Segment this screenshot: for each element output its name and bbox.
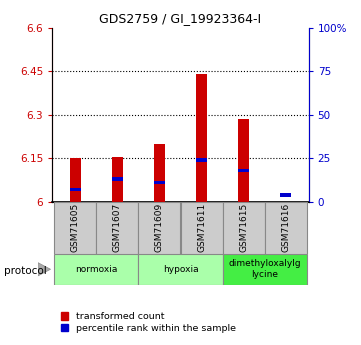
Text: GSM71616: GSM71616 (281, 203, 290, 252)
Text: dimethyloxalylg
lycine: dimethyloxalylg lycine (228, 259, 301, 279)
Bar (70, 188, 81, 191)
Text: hypoxia: hypoxia (163, 265, 198, 274)
Text: GSM71615: GSM71615 (239, 203, 248, 252)
Text: GSM71605: GSM71605 (71, 203, 80, 252)
Text: normoxia: normoxia (75, 265, 118, 274)
Bar (112, 177, 123, 181)
Text: protocol: protocol (4, 266, 46, 276)
Polygon shape (38, 263, 51, 276)
Bar (154, 181, 165, 185)
Bar (238, 169, 249, 172)
Text: GSM71611: GSM71611 (197, 203, 206, 252)
Bar (222, 254, 306, 285)
Bar (180, 202, 222, 254)
Bar (139, 202, 180, 254)
Bar (96, 202, 139, 254)
Bar (196, 74, 207, 202)
Bar (280, 193, 291, 197)
Bar (238, 119, 249, 202)
Bar (55, 254, 139, 285)
Title: GDS2759 / GI_19923364-I: GDS2759 / GI_19923364-I (99, 12, 262, 25)
Bar (154, 144, 165, 202)
Bar (222, 202, 265, 254)
Bar (112, 157, 123, 202)
Text: GSM71607: GSM71607 (113, 203, 122, 252)
Bar (265, 202, 306, 254)
Bar (70, 158, 81, 202)
Bar (196, 158, 207, 162)
Bar (55, 202, 96, 254)
Text: GSM71609: GSM71609 (155, 203, 164, 252)
Bar (139, 254, 222, 285)
Legend: transformed count, percentile rank within the sample: transformed count, percentile rank withi… (57, 308, 240, 337)
